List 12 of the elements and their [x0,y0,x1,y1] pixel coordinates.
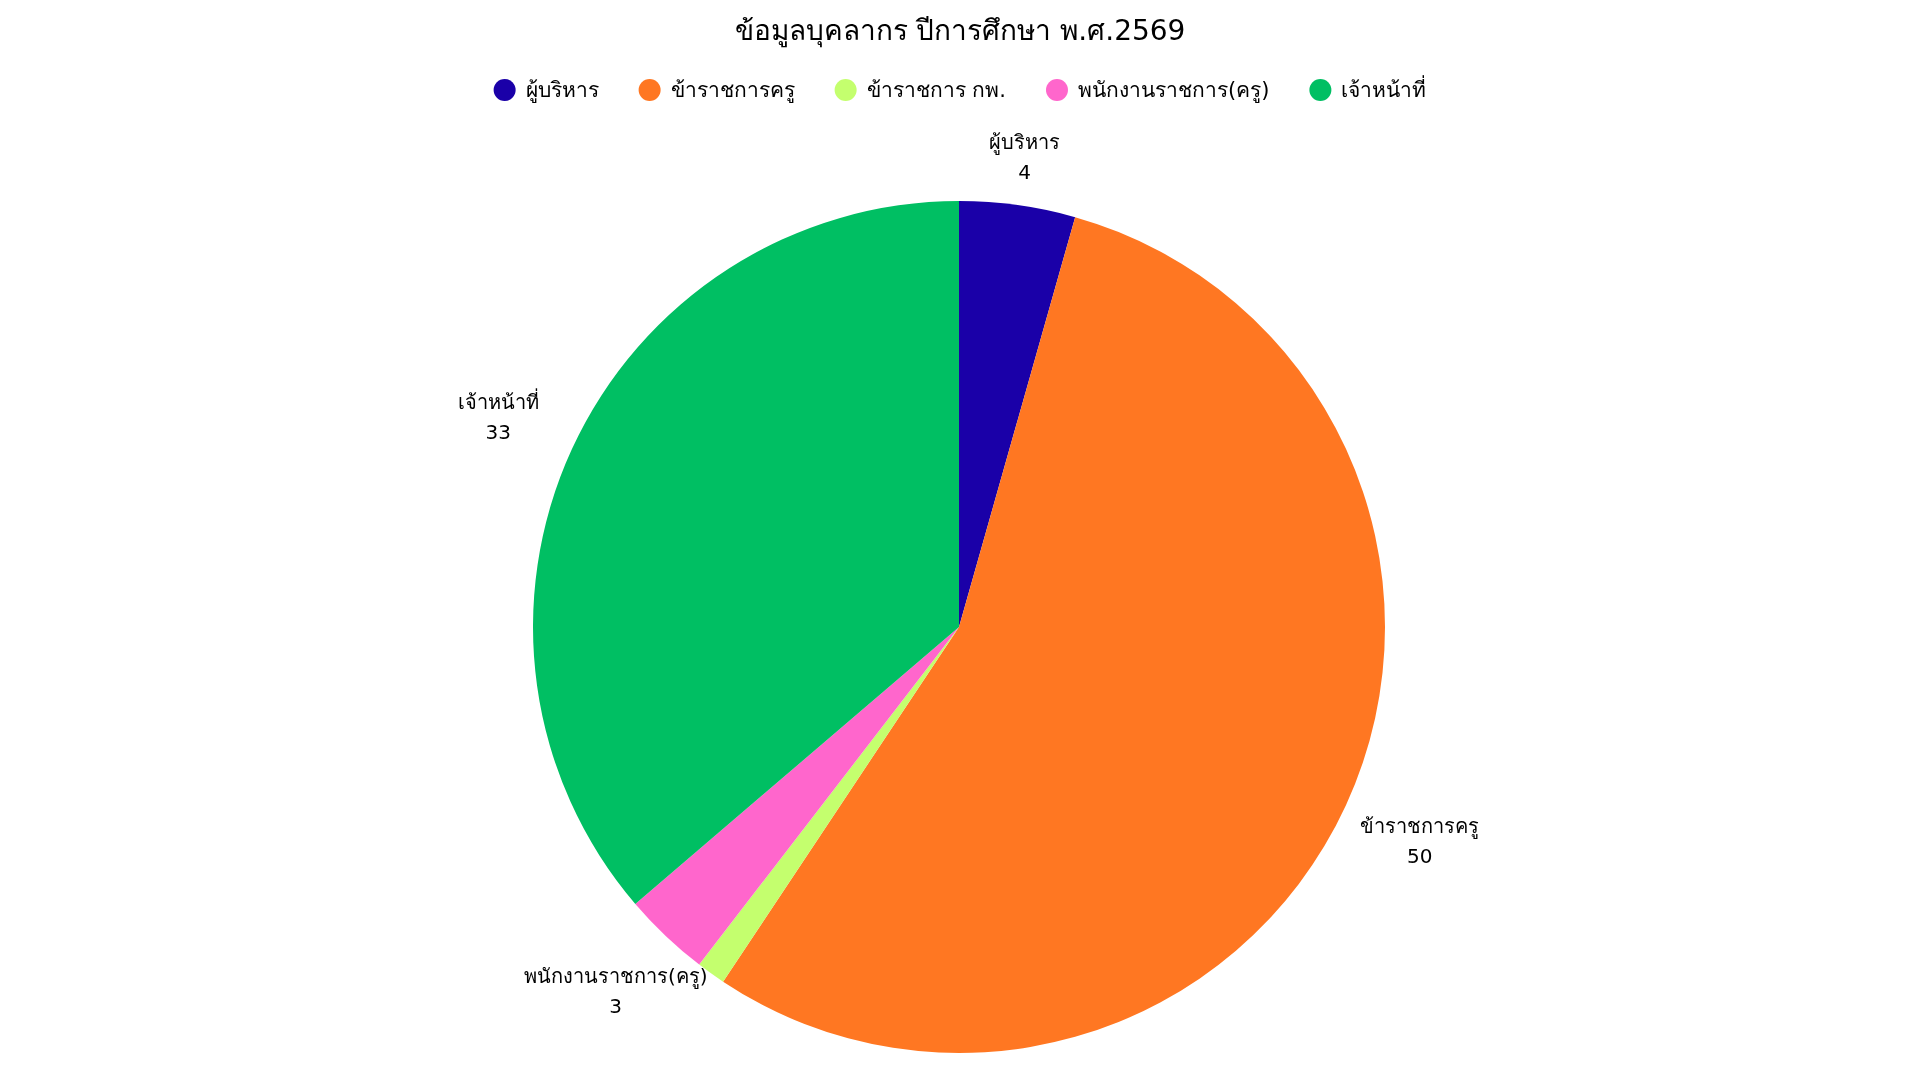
chart-title: ข้อมูลบุคลากร ปีการศึกษา พ.ศ.2569 [734,14,1186,48]
slice-label: เจ้าหน้าที่ 33 [457,389,539,444]
legend-label: เจ้าหน้าที่ [1341,75,1427,102]
legend-label: ผู้บริหาร [525,78,599,103]
legend-label: ข้าราชการครู [670,78,795,103]
slice-label: ผู้บริหาร 4 [989,130,1061,185]
slice-label: ข้าราชการครู 50 [1360,814,1480,869]
legend-label: ข้าราชการ กพ. [866,78,1006,102]
pie-slice [959,201,1076,627]
slice-label: พนักงานราชการ(ครู) 3 [523,963,708,1018]
legend-label: พนักงานราชการ(ครู) [1077,78,1270,103]
pie-slice [635,627,959,965]
